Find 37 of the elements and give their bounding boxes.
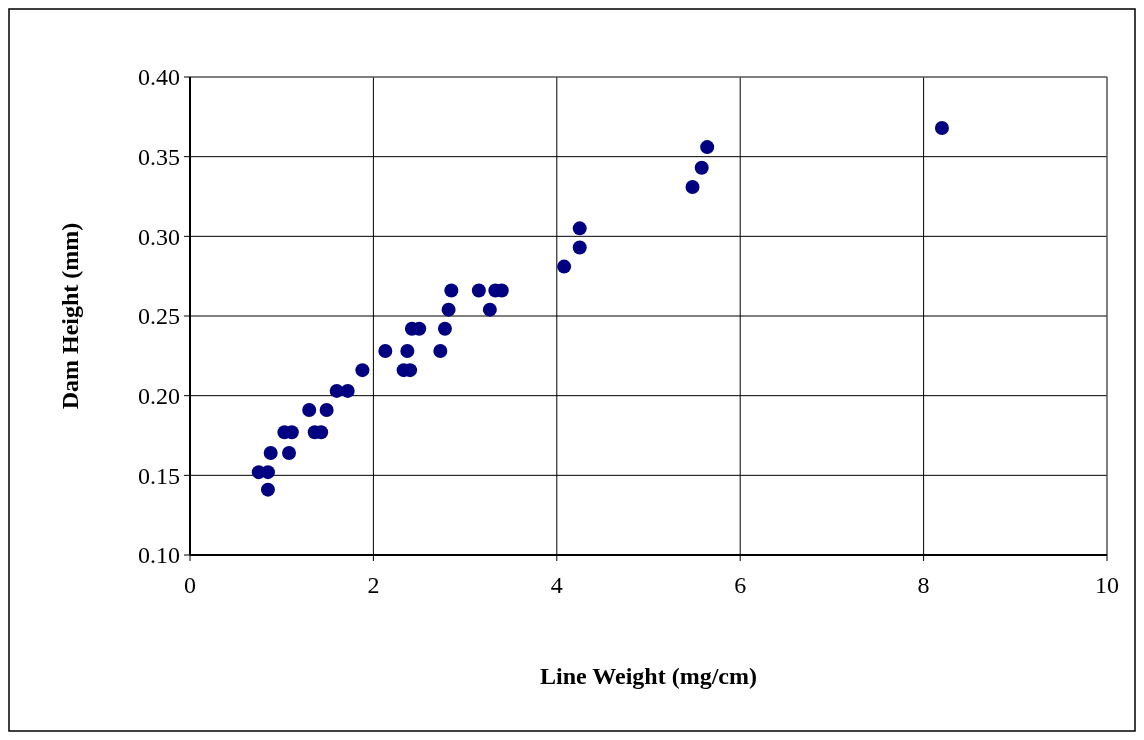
point [260,482,275,497]
x-tick-label: 0 [184,572,196,598]
y-tick-label: 0.35 [138,144,180,171]
point [355,363,370,378]
x-tick-label: 8 [917,572,930,598]
x-tick-label: 4 [550,572,563,598]
y-tick-label: 0.15 [138,462,180,489]
point [444,283,459,298]
point [263,446,278,461]
point [685,179,700,194]
y-axis-title: Dam Height (mm) [57,222,83,410]
x-tick-label: 10 [1095,572,1119,598]
point [319,403,334,418]
point [378,344,393,359]
point [437,321,452,336]
y-tick-label: 0.40 [138,64,180,91]
y-tick-label: 0.20 [138,383,180,410]
point [302,403,317,418]
point [433,344,448,359]
x-tick-label: 6 [734,572,747,598]
point [694,160,709,175]
point [441,302,456,317]
point [572,240,587,255]
x-tick-label: 2 [367,572,380,598]
point [700,140,715,155]
point [340,383,355,398]
point [572,221,587,236]
point [934,120,949,135]
point [471,283,486,298]
x-axis-title: Line Weight (mg/cm) [540,663,757,689]
point [482,302,497,317]
y-tick-label: 0.30 [138,223,180,250]
point [557,259,572,274]
y-tick-label: 0.25 [138,303,180,330]
y-tick-label: 0.10 [138,542,180,569]
point [400,344,415,359]
point [282,446,297,461]
